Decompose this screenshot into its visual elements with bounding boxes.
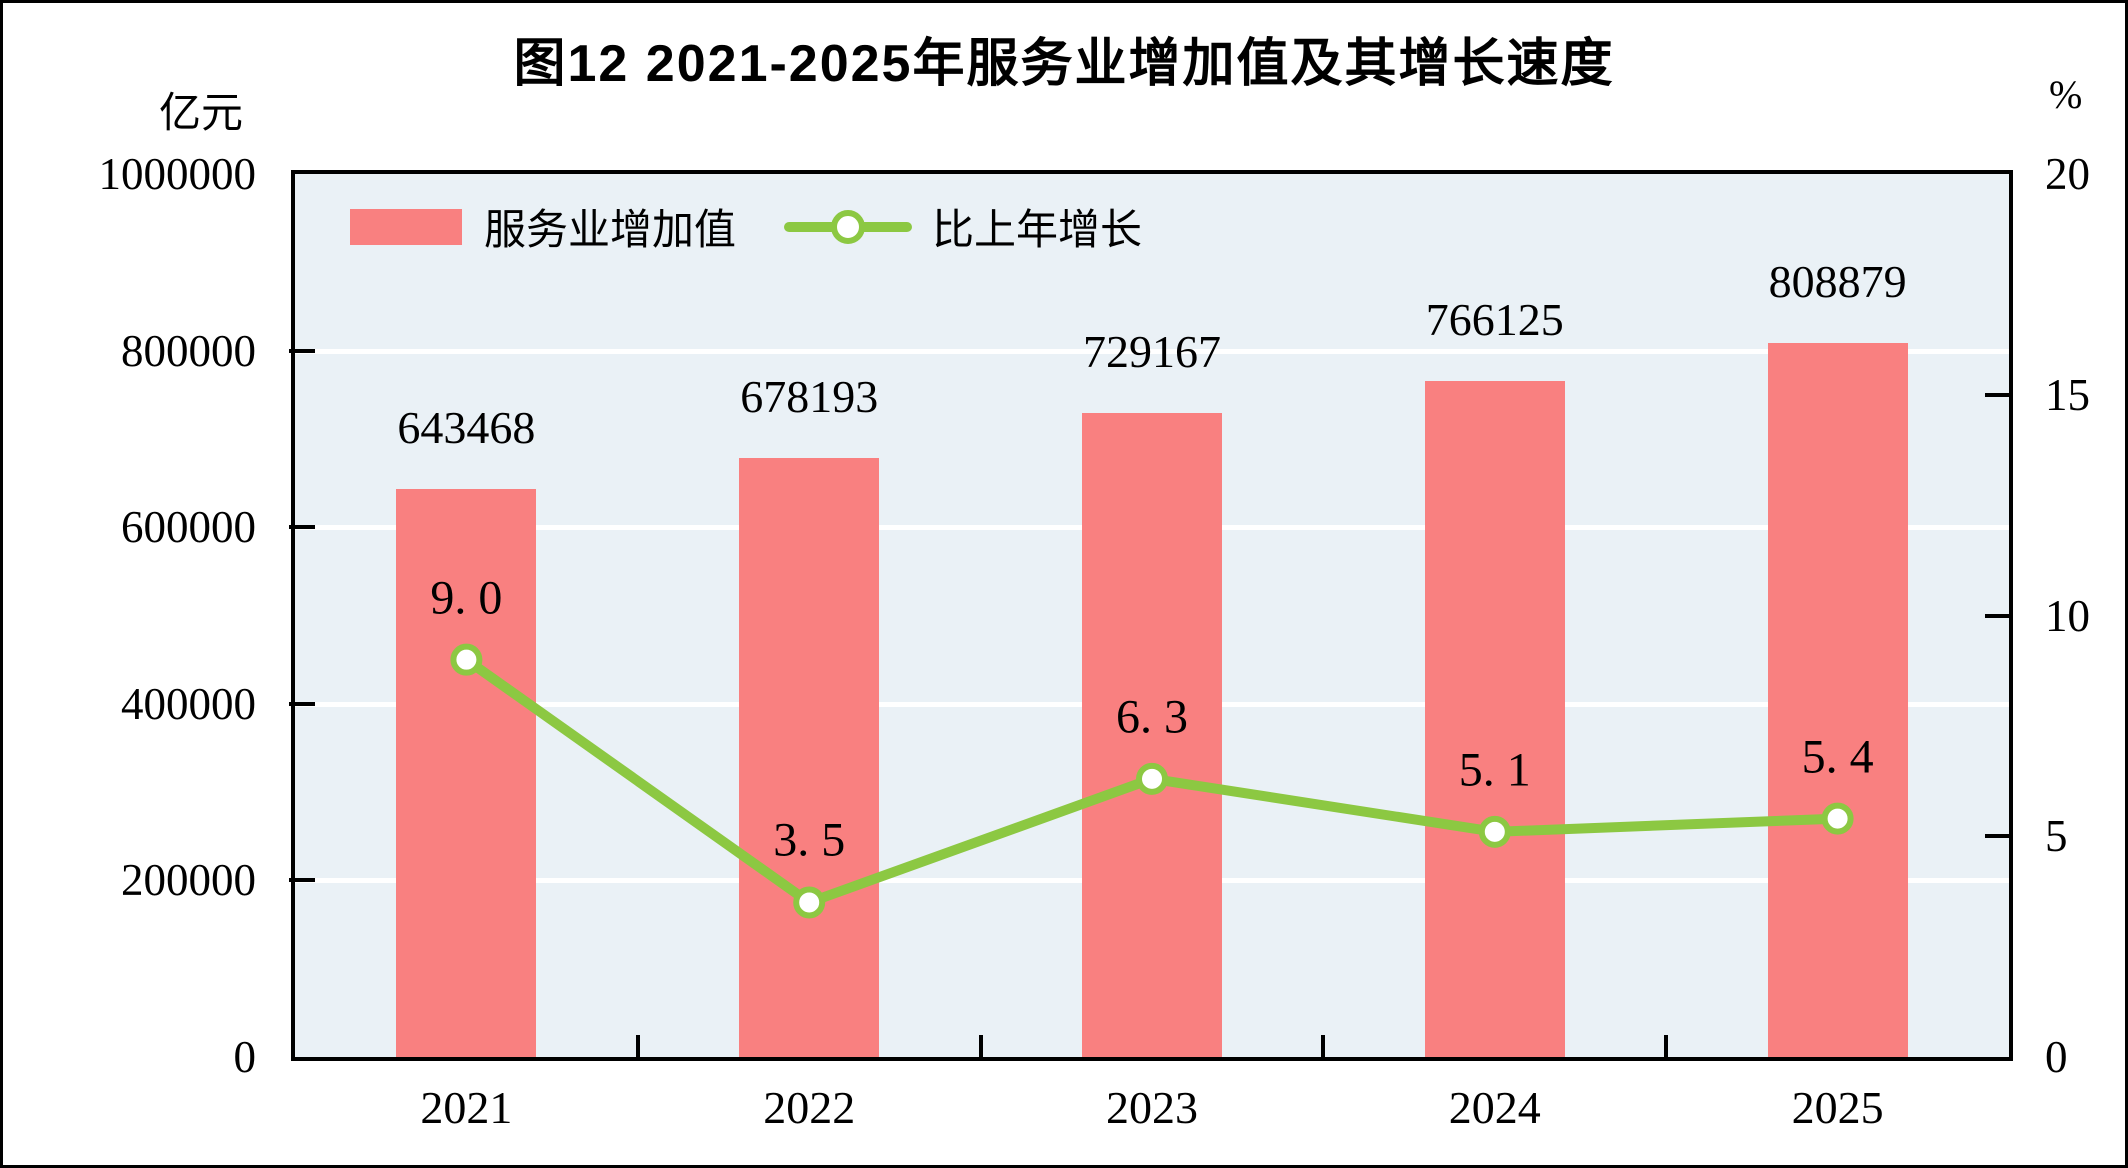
- x-axis-label-2023: 2023: [1106, 1082, 1198, 1133]
- x-axis-tick: [1664, 1035, 1669, 1057]
- chart-title: 图12 2021-2025年服务业增加值及其增长速度: [513, 35, 1615, 93]
- x-axis-label-2024: 2024: [1448, 1082, 1541, 1133]
- growth-marker-2022: [793, 886, 826, 919]
- growth-marker-2021: [450, 643, 483, 676]
- left-axis-tick-label: 400000: [121, 678, 256, 729]
- bar-2021: [396, 488, 537, 1057]
- bar-2025: [1767, 342, 1908, 1057]
- right-axis-tick-label: 5: [2045, 811, 2068, 862]
- legend-line-swatch: [784, 209, 913, 244]
- growth-marker-2025: [1821, 802, 1854, 835]
- right-axis-tick-label: 20: [2045, 149, 2090, 199]
- left-axis-tick-label: 600000: [121, 502, 256, 553]
- right-axis-tick-label: 10: [2045, 590, 2090, 641]
- left-axis-unit-label: 亿元: [158, 89, 243, 136]
- x-axis-tick: [635, 1035, 640, 1057]
- legend-line-label: 比上年增长: [932, 206, 1143, 253]
- left-axis-tick-label: 0: [233, 1032, 257, 1082]
- left-axis-tick-label: 800000: [121, 325, 256, 376]
- plot-area: 服务业增加值 比上年增长: [289, 170, 2013, 1061]
- x-axis-label-2021: 2021: [420, 1082, 513, 1133]
- bar-value-label-2022: 678193: [740, 371, 879, 423]
- bar-value-label-2024: 766125: [1425, 293, 1564, 345]
- growth-value-label-2024: 5. 1: [1458, 743, 1531, 797]
- right-axis-tick-label: 15: [2045, 369, 2090, 420]
- bar-value-label-2023: 729167: [1083, 326, 1221, 378]
- growth-marker-2024: [1478, 815, 1511, 848]
- bar-2023: [1082, 413, 1222, 1057]
- x-axis-label-2025: 2025: [1791, 1082, 1884, 1133]
- legend-bar-label: 服务业增加值: [484, 206, 737, 253]
- bar-2022: [739, 458, 880, 1057]
- left-axis-tick: [289, 878, 315, 883]
- right-axis-unit-label: %: [2049, 72, 2083, 117]
- left-axis-tick: [289, 525, 315, 530]
- growth-value-label-2023: 6. 3: [1116, 690, 1188, 744]
- left-axis-tick: [289, 348, 315, 353]
- bar-value-label-2025: 808879: [1768, 255, 1907, 307]
- right-axis-tick: [1985, 834, 2009, 839]
- left-axis-tick-label: 200000: [121, 855, 256, 906]
- growth-value-label-2025: 5. 4: [1801, 730, 1874, 784]
- growth-value-label-2021: 9. 0: [430, 571, 503, 625]
- right-axis-tick-label: 0: [2045, 1032, 2068, 1082]
- growth-line-layer: [450, 643, 1854, 919]
- growth-value-label-2022: 3. 5: [773, 813, 846, 867]
- x-axis-label-2022: 2022: [763, 1082, 856, 1133]
- left-axis-tick-label: 1000000: [98, 149, 257, 199]
- right-axis-tick: [1985, 392, 2009, 397]
- x-axis-tick: [1321, 1035, 1326, 1057]
- gridline: [295, 348, 2009, 354]
- legend-bar-swatch: [350, 208, 462, 245]
- legend: 服务业增加值 比上年增长: [350, 196, 1142, 257]
- legend-line-marker-icon: [831, 209, 866, 244]
- right-axis-tick: [1985, 613, 2009, 618]
- left-axis-tick: [289, 701, 315, 706]
- x-axis-tick: [978, 1035, 983, 1057]
- bar-2024: [1424, 380, 1565, 1057]
- growth-marker-2023: [1136, 762, 1168, 795]
- bar-value-label-2021: 643468: [397, 401, 536, 453]
